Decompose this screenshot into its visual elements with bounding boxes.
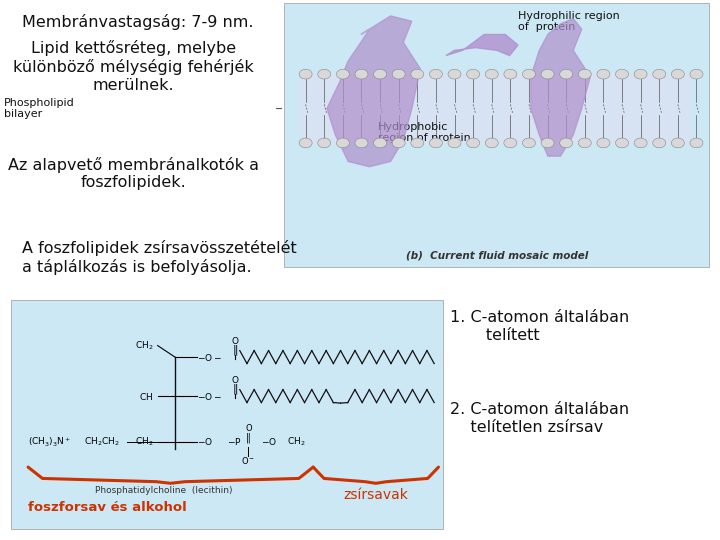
Text: 2. C-atomon általában
    telítetlen zsírsav: 2. C-atomon általában telítetlen zsírsav	[450, 402, 629, 435]
Circle shape	[559, 138, 572, 148]
Circle shape	[300, 138, 312, 148]
Circle shape	[485, 138, 498, 148]
Circle shape	[653, 69, 666, 79]
Circle shape	[448, 69, 461, 79]
Circle shape	[300, 69, 312, 79]
Circle shape	[504, 138, 517, 148]
Text: $\mathregular{CH_2CH_2}$: $\mathregular{CH_2CH_2}$	[84, 436, 120, 448]
Circle shape	[374, 138, 387, 148]
Text: Az alapvető membránalkotók a
foszfolipidek.: Az alapvető membránalkotók a foszfolipid…	[8, 157, 258, 190]
FancyBboxPatch shape	[284, 3, 709, 267]
Text: (b)  Current fluid mosaic model: (b) Current fluid mosaic model	[405, 251, 588, 261]
Text: 1. C-atomon általában
       telített: 1. C-atomon általában telített	[450, 310, 629, 343]
FancyBboxPatch shape	[11, 300, 443, 529]
Text: Phosphatidylcholine  (lecithin): Phosphatidylcholine (lecithin)	[95, 486, 232, 495]
Text: foszforsav és alkohol: foszforsav és alkohol	[28, 501, 186, 514]
Circle shape	[392, 69, 405, 79]
Circle shape	[616, 69, 629, 79]
Text: zsírsavak: zsírsavak	[343, 488, 408, 502]
Text: $\mathregular{CH_2}$: $\mathregular{CH_2}$	[135, 339, 153, 352]
Circle shape	[690, 69, 703, 79]
Text: ‖: ‖	[233, 384, 238, 394]
Text: ‖: ‖	[233, 345, 238, 355]
Text: Lipid kettősréteg, melybe
különböző mélységig fehérjék
merülnek.: Lipid kettősréteg, melybe különböző mély…	[13, 40, 253, 92]
Circle shape	[504, 69, 517, 79]
Circle shape	[485, 69, 498, 79]
Circle shape	[318, 69, 330, 79]
Polygon shape	[446, 35, 518, 56]
Circle shape	[541, 69, 554, 79]
Circle shape	[429, 69, 442, 79]
Text: $\mathregular{O^-}$: $\mathregular{O^-}$	[241, 455, 256, 466]
Circle shape	[429, 138, 442, 148]
Text: $\mathregular{-O}$: $\mathregular{-O}$	[197, 436, 212, 448]
Circle shape	[411, 69, 424, 79]
FancyBboxPatch shape	[302, 74, 692, 143]
Text: $\mathregular{-P}$: $\mathregular{-P}$	[227, 436, 241, 448]
Text: $\mathregular{CH_2}$: $\mathregular{CH_2}$	[135, 436, 153, 448]
Polygon shape	[531, 18, 590, 156]
Circle shape	[541, 138, 554, 148]
Circle shape	[374, 69, 387, 79]
Text: O: O	[232, 336, 239, 346]
Circle shape	[690, 138, 703, 148]
Circle shape	[597, 138, 610, 148]
Circle shape	[318, 138, 330, 148]
Text: $\mathregular{(CH_3)_3N^+}$: $\mathregular{(CH_3)_3N^+}$	[28, 435, 71, 449]
Polygon shape	[327, 16, 420, 167]
Circle shape	[597, 69, 610, 79]
Circle shape	[467, 69, 480, 79]
Circle shape	[578, 69, 591, 79]
Text: ‖: ‖	[246, 432, 251, 443]
Circle shape	[411, 138, 424, 148]
Text: A foszfolipidek zsírsavösszetételét
a táplálkozás is befolyásolja.: A foszfolipidek zsírsavösszetételét a tá…	[22, 240, 297, 275]
Circle shape	[578, 138, 591, 148]
Circle shape	[355, 138, 368, 148]
Circle shape	[448, 138, 461, 148]
Text: $\mathregular{-O-}$: $\mathregular{-O-}$	[197, 352, 222, 362]
Circle shape	[653, 138, 666, 148]
Circle shape	[336, 69, 349, 79]
Circle shape	[616, 138, 629, 148]
Text: O: O	[245, 424, 252, 433]
Circle shape	[523, 138, 536, 148]
Circle shape	[467, 138, 480, 148]
Circle shape	[336, 138, 349, 148]
Text: $\mathregular{-O-}$: $\mathregular{-O-}$	[197, 390, 222, 402]
Text: $\mathregular{-O}$: $\mathregular{-O}$	[261, 436, 277, 448]
Circle shape	[559, 69, 572, 79]
Circle shape	[671, 69, 684, 79]
Text: O: O	[232, 375, 239, 384]
Text: $\mathregular{CH_2}$: $\mathregular{CH_2}$	[287, 436, 306, 448]
Text: Hydrophilic region
of  protein: Hydrophilic region of protein	[518, 11, 620, 32]
Text: Phospholipid
bilayer: Phospholipid bilayer	[4, 98, 74, 119]
Text: Hydrophobic
region of protein: Hydrophobic region of protein	[378, 122, 471, 144]
Circle shape	[671, 138, 684, 148]
Circle shape	[392, 138, 405, 148]
Text: $\mathregular{CH}$: $\mathregular{CH}$	[139, 390, 153, 402]
Circle shape	[523, 69, 536, 79]
Circle shape	[634, 69, 647, 79]
Circle shape	[355, 69, 368, 79]
Text: Membránvastagság: 7-9 nm.: Membránvastagság: 7-9 nm.	[22, 14, 253, 30]
Circle shape	[634, 138, 647, 148]
